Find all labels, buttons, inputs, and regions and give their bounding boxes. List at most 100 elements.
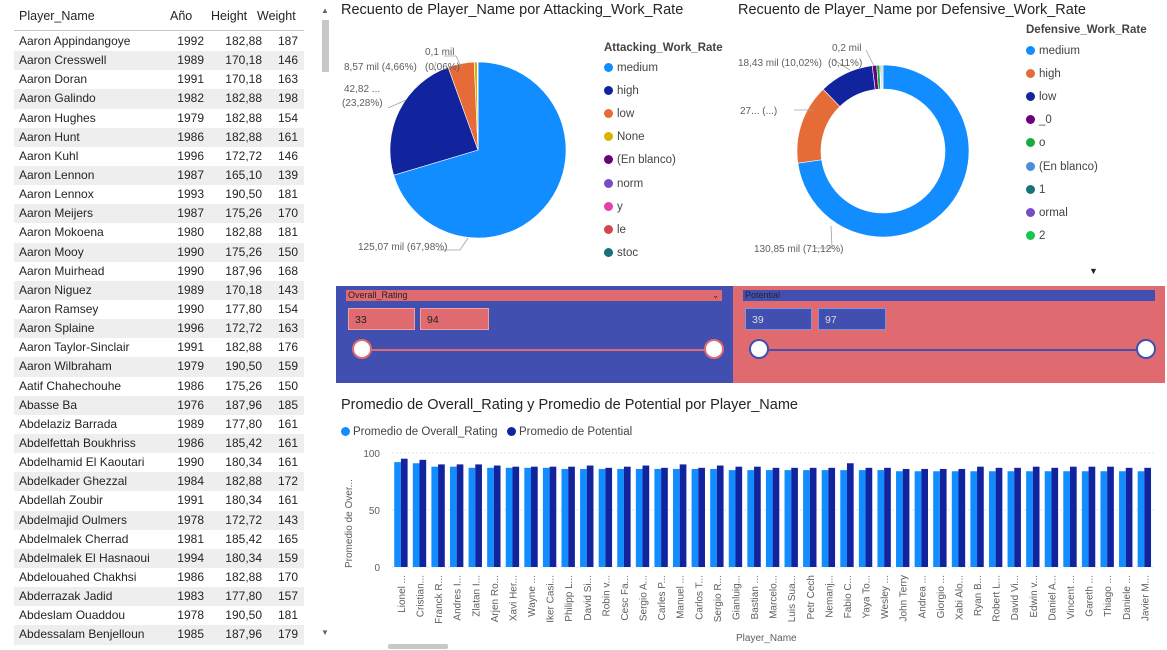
legend-item-overall[interactable]: Promedio de Overall_Rating: [341, 426, 497, 438]
bar-potential[interactable]: [754, 466, 761, 567]
bar-potential[interactable]: [475, 464, 482, 567]
potential-max-input[interactable]: 97: [818, 308, 886, 330]
bar-potential[interactable]: [679, 464, 687, 567]
table-row[interactable]: Aaron Kuhl 1996 172,72 146: [14, 146, 304, 166]
table-row[interactable]: Abdessalam Benjelloun 1985 187,96 179: [14, 625, 304, 645]
scrollbar-thumb[interactable]: [322, 20, 329, 72]
table-row[interactable]: Aaron Niguez 1989 170,18 143: [14, 280, 304, 300]
table-row[interactable]: Aaron Lennon 1987 165,10 139: [14, 165, 304, 186]
bar-overall-rating[interactable]: [673, 468, 680, 567]
bar-potential[interactable]: [1107, 466, 1114, 567]
table-row[interactable]: Abdelouahed Chakhsi 1986 182,88 170: [14, 567, 304, 588]
bar-overall-rating[interactable]: [1063, 471, 1070, 567]
overall-rating-slicer[interactable]: Overall_Rating ⌄ 33 94: [336, 286, 733, 383]
bar-overall-rating[interactable]: [654, 468, 662, 567]
bar-chart[interactable]: Promedio de Over... Player_Name 0 50 100 Li…: [336, 444, 1162, 646]
bar-overall-rating[interactable]: [747, 470, 755, 567]
table-row[interactable]: Aaron Appindangoye 1992 182,88 187: [14, 32, 304, 52]
table-row[interactable]: Abdelhamid El Kaoutari 1990 180,34 161: [14, 453, 304, 473]
bar-overall-rating[interactable]: [784, 470, 792, 567]
legend-item[interactable]: 1: [1026, 184, 1045, 196]
potential-slicer-header[interactable]: Potential: [743, 290, 1155, 301]
table-row[interactable]: Aaron Galindo 1982 182,88 198: [14, 89, 304, 109]
table-row[interactable]: Abdelkader Ghezzal 1984 182,88 172: [14, 472, 304, 492]
bar-potential[interactable]: [661, 467, 668, 567]
legend-more-icon[interactable]: ▼: [1089, 266, 1098, 276]
slice-high[interactable]: [389, 66, 479, 176]
slice-high[interactable]: [796, 88, 841, 164]
bar-potential[interactable]: [623, 466, 631, 567]
table-row[interactable]: Abdeslam Ouaddou 1978 190,50 181: [14, 606, 304, 626]
bar-overall-rating[interactable]: [914, 471, 922, 567]
bar-potential[interactable]: [977, 466, 984, 567]
legend-item[interactable]: low: [604, 108, 634, 120]
bar-potential[interactable]: [1032, 466, 1040, 567]
table-row[interactable]: Abdelmalek Cherrad 1981 185,42 165: [14, 529, 304, 549]
legend-item[interactable]: _0: [1026, 114, 1052, 126]
bar-potential[interactable]: [791, 467, 798, 567]
table-row[interactable]: Aaron Cresswell 1989 170,18 146: [14, 51, 304, 71]
legend-item[interactable]: norm: [604, 178, 643, 190]
bar-overall-rating[interactable]: [1081, 471, 1089, 567]
bar-overall-rating[interactable]: [840, 470, 847, 567]
bar-potential[interactable]: [698, 467, 705, 567]
overall-rating-slicer-header[interactable]: Overall_Rating ⌄: [346, 290, 722, 301]
table-row[interactable]: Aaron Muirhead 1990 187,96 168: [14, 261, 304, 281]
column-header-year[interactable]: Año: [170, 9, 193, 23]
bar-overall-rating[interactable]: [487, 467, 494, 567]
bar-potential[interactable]: [735, 466, 743, 567]
bar-overall-rating[interactable]: [1044, 471, 1052, 567]
table-scrollbar[interactable]: ▲ ▼: [321, 6, 330, 638]
legend-item[interactable]: high: [604, 85, 639, 97]
legend-item[interactable]: low: [1026, 91, 1056, 103]
legend-item[interactable]: high: [1026, 68, 1061, 80]
column-header-player-name[interactable]: Player_Name: [19, 9, 95, 23]
bar-potential[interactable]: [1125, 467, 1133, 567]
table-row[interactable]: Abdelmajid Oulmers 1978 172,72 143: [14, 510, 304, 530]
potential-slider-min-handle[interactable]: [749, 339, 769, 359]
slice-2[interactable]: [881, 64, 884, 90]
bar-overall-rating[interactable]: [1007, 471, 1015, 567]
bar-potential[interactable]: [995, 467, 1003, 567]
overall-min-input[interactable]: 33: [348, 308, 415, 330]
bar-overall-rating[interactable]: [1100, 471, 1108, 567]
bar-potential[interactable]: [1088, 466, 1096, 567]
bar-overall-rating[interactable]: [821, 470, 829, 567]
bar-overall-rating[interactable]: [1137, 471, 1145, 567]
bar-overall-rating[interactable]: [877, 470, 885, 567]
legend-item[interactable]: 2: [1026, 230, 1045, 242]
bar-overall-rating[interactable]: [1119, 471, 1126, 567]
legend-item[interactable]: (En blanco): [604, 154, 676, 166]
legend-item[interactable]: medium: [604, 62, 658, 74]
table-row[interactable]: Aaron Wilbraham 1979 190,50 159: [14, 357, 304, 377]
scroll-up-icon[interactable]: ▲: [321, 6, 329, 15]
defensive-donut-slices[interactable]: [796, 64, 970, 238]
bar-overall-rating[interactable]: [561, 468, 569, 567]
table-row[interactable]: Abdelfettah Boukhriss 1986 185,42 161: [14, 433, 304, 454]
bar-potential[interactable]: [865, 467, 873, 567]
column-header-height[interactable]: Height: [211, 9, 248, 23]
legend-item[interactable]: o: [1026, 137, 1045, 149]
table-row[interactable]: Aaron Ramsey 1990 177,80 154: [14, 299, 304, 320]
bar-potential[interactable]: [939, 468, 947, 567]
bar-potential[interactable]: [438, 464, 445, 567]
bar-overall-rating[interactable]: [951, 471, 959, 567]
bar-potential[interactable]: [400, 458, 408, 567]
bar-potential[interactable]: [531, 466, 538, 567]
table-row[interactable]: Aaron Lennox 1993 190,50 181: [14, 185, 304, 205]
table-row[interactable]: Abdelmalek El Hasnaoui 1994 180,34 159: [14, 548, 304, 568]
bar-overall-rating[interactable]: [542, 467, 550, 567]
bar-overall-rating[interactable]: [896, 471, 903, 567]
bar-potential[interactable]: [902, 468, 910, 567]
bar-potential[interactable]: [1014, 467, 1021, 567]
slice-medium[interactable]: [393, 61, 567, 239]
column-header-weight[interactable]: Weight: [257, 9, 296, 23]
table-row[interactable]: Aaron Taylor-Sinclair 1991 182,88 176: [14, 338, 304, 358]
bar-overall-rating[interactable]: [858, 470, 866, 567]
bar-overall-rating[interactable]: [580, 468, 587, 567]
bar-potential[interactable]: [605, 467, 613, 567]
overall-slider-max-handle[interactable]: [704, 339, 724, 359]
bar-overall-rating[interactable]: [505, 467, 513, 567]
bar-overall-rating[interactable]: [617, 468, 624, 567]
bar-overall-rating[interactable]: [598, 468, 606, 567]
